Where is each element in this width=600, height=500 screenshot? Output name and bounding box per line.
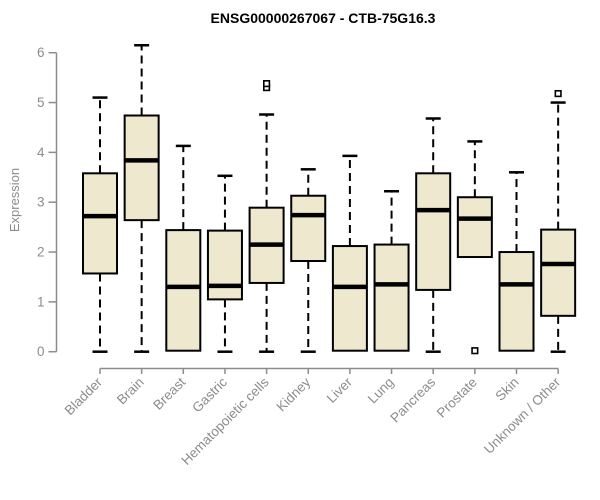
box-skin bbox=[498, 251, 535, 352]
y-tick-label: 2 bbox=[37, 245, 45, 260]
y-tick-label: 6 bbox=[37, 45, 45, 60]
y-axis-label: Expression bbox=[7, 167, 22, 233]
x-tick-label-lung: Lung bbox=[365, 375, 397, 407]
box-pancreas bbox=[415, 172, 452, 291]
box-bladder bbox=[82, 172, 118, 275]
box-liver bbox=[331, 245, 368, 352]
outlier-prostate bbox=[471, 347, 479, 355]
x-tick-label-breast: Breast bbox=[150, 374, 188, 412]
outlier-unknown-other bbox=[554, 89, 562, 98]
box-unknown-other bbox=[540, 228, 577, 317]
box-prostate bbox=[456, 196, 493, 259]
x-tick-label-bladder: Bladder bbox=[62, 374, 106, 418]
x-tick-label-liver: Liver bbox=[324, 374, 356, 406]
box-breast bbox=[165, 229, 202, 352]
x-tick-label-gastric: Gastric bbox=[189, 374, 230, 415]
box-gastric bbox=[206, 229, 243, 301]
box-brain bbox=[123, 114, 160, 222]
x-tick-label-prostate: Prostate bbox=[434, 375, 480, 421]
outlier-hematopoietic-cells bbox=[262, 80, 271, 88]
box-lung bbox=[373, 243, 410, 352]
x-tick-label-pancreas: Pancreas bbox=[387, 374, 438, 425]
box-kidney bbox=[290, 194, 327, 263]
x-tick-label-unknown-other: Unknown / Other bbox=[481, 374, 564, 457]
y-tick-label: 1 bbox=[37, 294, 45, 309]
x-tick-label-skin: Skin bbox=[492, 375, 521, 404]
x-tick-label-brain: Brain bbox=[114, 375, 147, 408]
y-tick-label: 4 bbox=[37, 145, 45, 160]
x-tick-label-kidney: Kidney bbox=[274, 374, 314, 414]
y-tick-label: 0 bbox=[37, 344, 45, 359]
y-tick-label: 5 bbox=[37, 95, 45, 110]
y-tick-label: 3 bbox=[37, 195, 45, 210]
chart-title: ENSG00000267067 - CTB-75G16.3 bbox=[210, 10, 436, 26]
